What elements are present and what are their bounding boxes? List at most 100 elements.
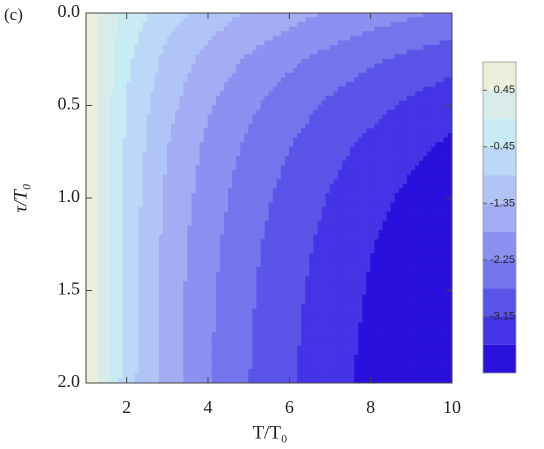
contour-cell: [415, 193, 420, 199]
contour-cell: [130, 72, 136, 79]
contour-cell: [110, 179, 115, 185]
contour-cell: [382, 77, 388, 83]
contour-cell: [110, 202, 115, 208]
contour-cell: [374, 132, 380, 139]
contour-cell: [264, 26, 270, 32]
contour-cell: [223, 267, 229, 273]
contour-cell: [167, 230, 172, 236]
contour-cell: [402, 21, 408, 28]
contour-cell: [419, 123, 424, 129]
contour-cell: [394, 151, 400, 157]
contour-cell: [435, 63, 441, 69]
contour-cell: [394, 119, 400, 125]
contour-cell: [179, 86, 184, 92]
contour-cell: [228, 17, 233, 23]
contour-cell: [419, 142, 424, 148]
contour-cell: [183, 12, 188, 18]
contour-cell: [411, 151, 416, 157]
contour-cell: [110, 211, 115, 217]
contour-cell: [439, 17, 445, 23]
contour-cell: [195, 137, 201, 143]
contour-cell: [167, 17, 172, 23]
contour-cell: [228, 132, 233, 139]
contour-cell: [350, 105, 355, 111]
contour-cell: [215, 271, 221, 277]
contour-cell: [423, 183, 428, 190]
contour-cell: [162, 86, 168, 92]
contour-cell: [443, 239, 449, 245]
contour-cell: [146, 188, 152, 194]
contour-cell: [358, 100, 363, 106]
contour-cell: [386, 128, 392, 134]
contour-cell: [175, 105, 180, 111]
contour-cell: [175, 95, 180, 102]
contour-cell: [402, 49, 408, 55]
contour-cell: [195, 160, 201, 166]
contour-cell: [443, 211, 449, 217]
contour-cell: [114, 132, 119, 139]
contour-cell: [276, 109, 282, 116]
contour-cell: [276, 202, 282, 208]
contour-cell: [187, 54, 193, 60]
contour-cell: [317, 202, 323, 208]
contour-cell: [158, 165, 164, 171]
contour-cell: [439, 174, 445, 180]
contour-cell: [232, 216, 237, 222]
contour-cell: [114, 68, 119, 74]
contour-cell: [411, 160, 416, 166]
contour-cell: [289, 45, 294, 51]
contour-cell: [142, 257, 148, 264]
contour-cell: [191, 123, 197, 129]
contour-cell: [199, 58, 205, 65]
contour-cell: [158, 128, 164, 134]
contour-cell: [150, 183, 156, 190]
contour-cell: [130, 188, 136, 194]
contour-cell: [325, 216, 331, 222]
contour-cell: [130, 137, 136, 143]
contour-cell: [236, 267, 241, 273]
contour-cell: [191, 26, 197, 32]
contour-cell: [317, 100, 323, 106]
contour-cell: [341, 160, 347, 166]
contour-cell: [162, 128, 168, 134]
contour-cell: [199, 202, 205, 208]
contour-cell: [276, 253, 282, 259]
contour-cell: [150, 17, 156, 23]
contour-cell: [187, 243, 193, 250]
contour-cell: [394, 72, 400, 79]
contour-cell: [219, 165, 225, 171]
contour-cell: [158, 68, 164, 74]
contour-cell: [138, 230, 144, 236]
contour-cell: [244, 95, 249, 102]
panel-label: (c): [4, 5, 23, 24]
contour-cell: [85, 257, 91, 264]
contour-cell: [228, 128, 233, 134]
contour-cell: [252, 54, 258, 60]
contour-cell: [97, 239, 103, 245]
contour-cell: [158, 132, 164, 139]
contour-cell: [431, 114, 437, 120]
contour-cell: [158, 45, 164, 51]
contour-cell: [175, 183, 180, 190]
contour-cell: [435, 12, 441, 18]
contour-cell: [289, 216, 294, 222]
contour-cell: [276, 119, 282, 125]
contour-cell: [354, 137, 359, 143]
contour-cell: [93, 276, 99, 282]
contour-cell: [329, 91, 335, 97]
contour-cell: [142, 234, 148, 240]
contour-cell: [183, 234, 188, 240]
contour-cell: [374, 91, 380, 97]
contour-cell: [390, 193, 396, 199]
contour-cell: [293, 151, 298, 157]
contour-cell: [305, 119, 310, 125]
contour-cell: [232, 105, 237, 111]
contour-cell: [240, 285, 245, 291]
contour-cell: [321, 12, 327, 18]
contour-cell: [158, 280, 164, 287]
contour-cell: [219, 271, 225, 277]
contour-cell: [236, 230, 241, 236]
contour-cell: [85, 31, 91, 37]
contour-cell: [333, 109, 339, 116]
contour-cell: [260, 211, 266, 217]
